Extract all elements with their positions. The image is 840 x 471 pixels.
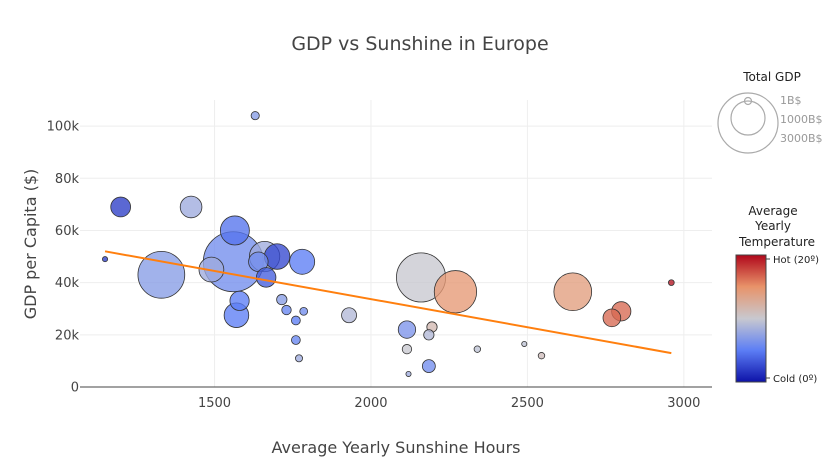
colorbar: Average Yearly Temperature Hot (20º) Col… [735, 204, 819, 385]
y-tick-label: 100k [47, 120, 80, 135]
y-tick-label: 60k [55, 224, 80, 239]
colorbar-min-label: Cold (0º) [773, 374, 817, 385]
y-tick-label: 20k [55, 328, 80, 343]
data-point [295, 354, 303, 363]
y-tick-label: 0 [71, 381, 79, 396]
size-legend-circle-medium [730, 100, 766, 136]
data-point [179, 195, 203, 219]
data-point [602, 308, 622, 328]
data-point [102, 256, 109, 263]
data-point [299, 307, 309, 316]
x-axis-title: Average Yearly Sunshine Hours [272, 438, 521, 457]
data-point [250, 111, 260, 121]
x-tick-label: 2000 [354, 396, 387, 411]
data-point [255, 267, 277, 288]
data-point [219, 215, 250, 246]
colorbar-max-label: Hot (20º) [773, 255, 819, 266]
size-legend-title: Total GDP [742, 70, 801, 84]
data-point [263, 243, 291, 270]
data-point [433, 270, 478, 314]
x-axis-ticks: 1500 2000 2500 3000 [198, 396, 700, 411]
data-point [281, 304, 292, 316]
size-legend-circle-large [717, 92, 779, 154]
data-point [553, 272, 593, 312]
x-tick-label: 3000 [667, 396, 700, 411]
colorbar-title-line-2: Yearly [754, 219, 791, 233]
data-point [423, 329, 435, 341]
colorbar-title-line-3: Temperature [738, 235, 815, 249]
y-tick-label: 80k [55, 172, 80, 187]
x-tick-label: 1500 [198, 396, 231, 411]
data-point [289, 248, 316, 275]
y-axis-title: GDP per Capita ($) [21, 169, 40, 320]
size-legend-label-3: 3000B$ [780, 132, 823, 145]
data-point [473, 345, 482, 353]
trendline [104, 250, 672, 355]
data-point [291, 335, 301, 345]
data-point [521, 340, 528, 347]
data-point [229, 290, 250, 311]
x-tick-label: 2500 [511, 396, 544, 411]
data-points [102, 111, 675, 377]
data-point [397, 320, 417, 339]
size-legend: Total GDP 1B$ 1000B$ 3000B$ [717, 70, 839, 154]
colorbar-gradient [735, 254, 767, 383]
y-tick-label: 40k [55, 276, 80, 291]
data-point [405, 370, 412, 377]
data-point [341, 307, 357, 324]
colorbar-title-line-1: Average [748, 204, 797, 218]
size-legend-mask [779, 90, 839, 150]
data-point [537, 352, 546, 360]
data-point [668, 279, 675, 286]
size-legend-label-1: 1B$ [780, 94, 802, 107]
data-point [110, 196, 131, 218]
chart-title: GDP vs Sunshine in Europe [291, 33, 548, 55]
size-legend-label-2: 1000B$ [780, 113, 823, 126]
data-point [291, 315, 301, 326]
y-axis-ticks: 0 20k 40k 60k 80k 100k [47, 120, 80, 396]
data-point [421, 359, 436, 374]
data-point [276, 294, 288, 306]
grid [80, 100, 712, 387]
data-point [401, 344, 413, 355]
